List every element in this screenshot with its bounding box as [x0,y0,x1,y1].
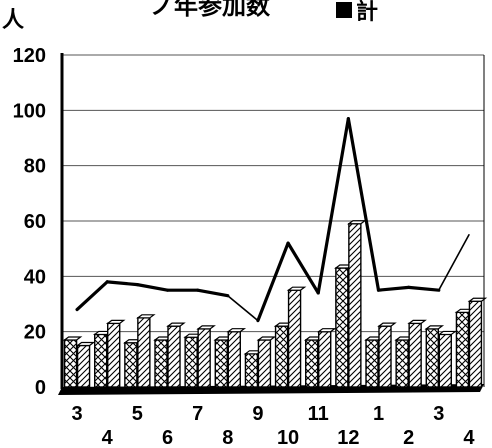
x-tick-label: 10 [277,427,299,448]
total-line-segment [256,241,290,323]
bar-s2-12 [438,333,452,388]
total-line-segment [376,285,411,292]
x-tick-label: 7 [192,403,203,425]
bar-cap-s2-8 [316,328,337,333]
grid-layer [62,54,484,333]
bar-s2-5 [227,330,241,388]
bar-s2-3 [167,325,181,388]
x-tick-label: 9 [252,403,263,425]
bar-s2-1 [107,322,121,388]
bar-s1-12 [425,328,439,388]
total-line-segment [226,294,259,322]
x-tick-label: 2 [403,427,414,448]
bar-s2-13 [468,300,483,388]
total-line-segment [286,241,320,295]
bar-cap-s2-7 [286,286,307,291]
x-tick-label: 11 [308,403,329,425]
bar-cap-s2-4 [196,325,216,330]
x-tick-label: 4 [102,427,114,448]
total-line-segment [196,288,230,298]
y-tick-label: 40 [24,266,46,288]
total-line-segment [75,280,109,312]
x-tick-label: 8 [222,427,233,448]
bar-s2-6 [257,339,272,388]
bar-s1-6 [244,353,259,388]
bar-cap-s2-10 [377,322,397,327]
y-axis-unit-label: 人 [2,8,25,33]
x-tick-label: 4 [463,427,475,448]
bar-s2-8 [318,330,332,388]
bar-s1-3 [154,339,168,388]
x-tick-label: 12 [337,427,359,448]
legend-label-total: 計 [356,0,379,25]
y-tick-label: 100 [13,100,46,122]
line-layer [75,117,470,323]
legend-swatch-total [336,2,352,18]
bar-s1-2 [124,342,138,388]
total-line-segment [135,283,170,292]
bar-cap-s2-3 [166,322,186,327]
bar-s1-8 [305,339,319,388]
bar-s1-4 [184,336,198,388]
bar-cap-s2-0 [75,341,96,347]
y-tick-label: 80 [24,156,46,178]
total-line-segment [346,117,381,292]
bar-s1-0 [63,339,78,388]
bar-s1-1 [94,333,108,388]
x-tick-label: 3 [72,403,83,425]
bar-cap-s2-5 [226,328,247,333]
bar-cap-s2-13 [467,297,488,302]
x-tick-label: 6 [162,427,173,448]
bar-cap-s2-1 [105,319,126,324]
x-tick-label: 1 [373,403,384,425]
bar-s1-9 [335,267,349,388]
x-tick-label: 3 [433,403,444,425]
y-tick-label: 60 [24,211,46,233]
y-tick-label: 0 [35,377,46,399]
bar-s2-0 [76,344,91,388]
x-tick-label: 5 [132,403,143,425]
bar-s2-7 [287,289,302,388]
bar-s2-11 [408,322,422,388]
total-line-segment [407,285,441,292]
bar-cap-s2-11 [407,319,427,324]
bar-cap-s1-0 [62,336,83,341]
total-line-segment [437,234,470,291]
bar-s2-9 [348,223,362,388]
bar-cap-s2-2 [136,314,156,319]
bar-s1-11 [395,339,409,388]
legend: 計 [336,0,378,26]
bar-s2-4 [197,328,211,388]
y-tick-label: 120 [13,45,46,67]
bar-cap-s2-12 [437,330,458,336]
bar-s1-13 [455,311,470,388]
bar-s1-7 [274,325,289,388]
y-tick-label: 20 [24,322,46,344]
bar-s1-5 [214,339,228,388]
chart-title-fragment: ノ年参加数 [150,0,270,20]
bar-cap-s2-6 [256,336,277,341]
bar-cap-s1-12 [424,325,445,330]
bar-s2-10 [378,325,392,388]
bar-s1-10 [365,339,379,388]
total-line-segment [316,117,350,295]
bar-s2-2 [137,317,151,388]
bar-layer [62,220,488,388]
total-line-segment [105,280,139,287]
